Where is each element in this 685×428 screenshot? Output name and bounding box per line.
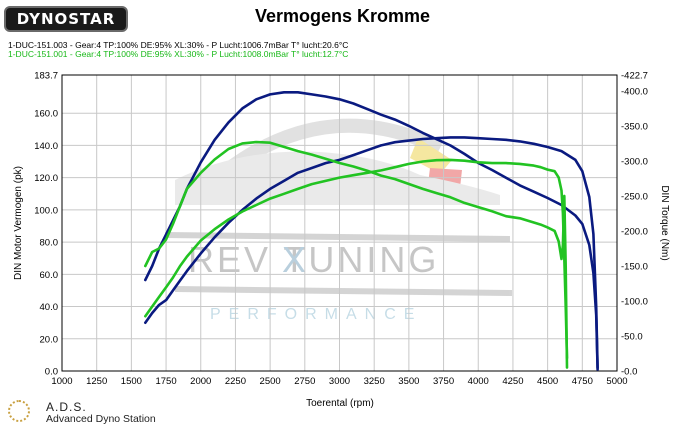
x-axis-label: Toerental (rpm) xyxy=(306,398,374,409)
x-tick-label: 2250 xyxy=(225,376,246,387)
y2-tick-label: -0.0 xyxy=(621,367,637,378)
y2-tick-label: -300.0 xyxy=(621,156,648,167)
watermark-gauge-yellow xyxy=(410,138,452,174)
y-tick-label: 40.0 xyxy=(40,302,59,313)
ads-subtitle: Advanced Dyno Station xyxy=(46,413,156,425)
x-tick-labels: 1000 1250 1500 1750 2000 2250 2500 2750 3000 3250… xyxy=(51,376,627,387)
y-tick-label: 183.7 xyxy=(34,71,58,82)
ads-name: A.D.S. xyxy=(46,400,87,414)
ads-logo-icon xyxy=(8,400,30,422)
x-tick-label: 2750 xyxy=(294,376,315,387)
x-tick-label: 1750 xyxy=(155,376,176,387)
x-tick-label: 5000 xyxy=(606,376,627,387)
plot-frame xyxy=(61,74,618,372)
x-tick-label: 4500 xyxy=(537,376,558,387)
watermark-gauge-arc xyxy=(225,118,444,174)
y-tick-label: 0.0 xyxy=(45,367,58,378)
y2-axis-label: DIN Torque (Nm) xyxy=(659,185,670,260)
y2-tick-label: -422.7 xyxy=(621,71,648,82)
y2-tick-labels: -422.7 -400.0 -350.0 -300.0 -250.0 -200.0 -150… xyxy=(621,71,648,378)
x-tick-label: 4000 xyxy=(468,376,489,387)
x-tick-label: 3750 xyxy=(433,376,454,387)
series-line-3 xyxy=(144,140,569,369)
run-legend-2: 1-DUC-151.001 - Gear:4 TP:100% DE:95% XL… xyxy=(8,49,349,59)
x-tick-label: 4250 xyxy=(502,376,523,387)
ads-footer: A.D.S. Advanced Dyno Station xyxy=(8,398,208,426)
y-tick-label: 120.0 xyxy=(34,173,58,184)
logo-text: DYNOSTAR xyxy=(16,10,116,28)
chart-title: Vermogens Kromme xyxy=(254,6,431,26)
y2-tick-label: -50.0 xyxy=(621,331,643,342)
watermark-brand: REV TUNING xyxy=(188,239,439,280)
y-tick-labels: 183.7 160.0 140.0 120.0 100.0 80.0 60.0 40.0 20.… xyxy=(34,71,58,378)
y-tick-label: 60.0 xyxy=(40,270,59,281)
x-tick-label: 3000 xyxy=(329,376,350,387)
y2-tick-label: -100.0 xyxy=(621,296,648,307)
x-tick-label: 2500 xyxy=(260,376,281,387)
watermark-stripe-1 xyxy=(165,232,510,242)
y2-tick-label: -400.0 xyxy=(621,86,648,97)
watermark-stripe-2 xyxy=(175,286,512,296)
y-tick-label: 100.0 xyxy=(34,205,58,216)
x-tick-label: 3500 xyxy=(398,376,419,387)
x-tick-label: 4750 xyxy=(572,376,593,387)
y-tick-label: 140.0 xyxy=(34,141,58,152)
x-tick-label: 1000 xyxy=(51,376,72,387)
y2-tick-label: -200.0 xyxy=(621,226,648,237)
dynostar-logo: DYNOSTAR xyxy=(4,6,128,32)
x-tick-label: 2000 xyxy=(190,376,211,387)
watermark-tagline: PERFORMANCE xyxy=(210,306,422,323)
y-tick-label: 80.0 xyxy=(40,238,59,249)
y2-tick-label: -150.0 xyxy=(621,261,648,272)
y-tick-label: 20.0 xyxy=(40,334,59,345)
x-tick-label: 1500 xyxy=(121,376,142,387)
y2-tick-label: -350.0 xyxy=(621,121,648,132)
y-tick-label: 160.0 xyxy=(34,109,58,120)
series-line-1 xyxy=(144,91,599,371)
x-tick-label: 1250 xyxy=(86,376,107,387)
y2-tick-label: -250.0 xyxy=(621,191,648,202)
series-line-0 xyxy=(144,136,599,370)
rev-tuning-watermark: REV TUNING X PERFORMANCE xyxy=(165,118,512,323)
series-line-2 xyxy=(144,158,569,360)
run-legend-1: 1-DUC-151.003 - Gear:4 TP:100% DE:95% XL… xyxy=(8,40,349,50)
y-axis-label: DIN Motor Vermogen (pk) xyxy=(13,166,24,280)
chart-series xyxy=(144,91,599,371)
watermark-x: X xyxy=(282,239,306,280)
x-tick-label: 3250 xyxy=(364,376,385,387)
